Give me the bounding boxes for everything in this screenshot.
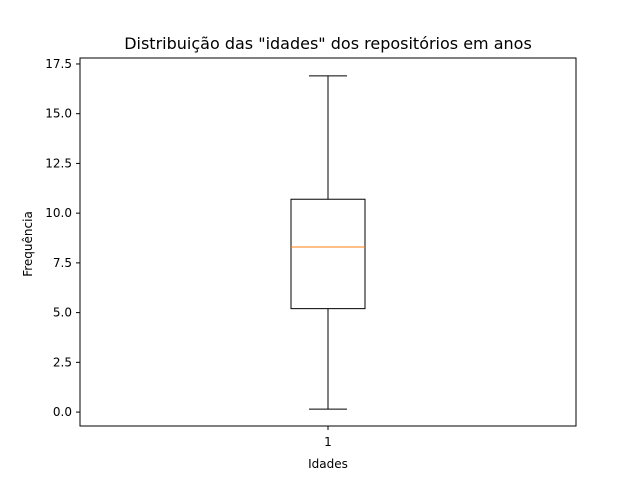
y-tick-label-2: 5.0 <box>53 306 72 320</box>
iqr-box <box>290 198 366 310</box>
y-axis-label: Frequência <box>21 211 35 277</box>
y-tick-label-4: 10.0 <box>45 206 72 220</box>
y-tick-label-3: 7.5 <box>53 256 72 270</box>
y-tick-label-1: 2.5 <box>53 355 72 369</box>
chart-title: Distribuição das "idades" dos repositóri… <box>124 34 532 53</box>
y-tick-label-7: 17.5 <box>45 57 72 71</box>
y-tick-label-5: 12.5 <box>45 156 72 170</box>
x-axis-label: Idades <box>308 457 348 471</box>
y-tick-label-0: 0.0 <box>53 405 72 419</box>
plot-area: 0.0 2.5 5.0 7.5 10.0 12.5 15.0 17.5 1 <box>45 57 577 449</box>
y-tick-label-6: 15.0 <box>45 107 72 121</box>
x-tick-label-0: 1 <box>324 435 332 449</box>
